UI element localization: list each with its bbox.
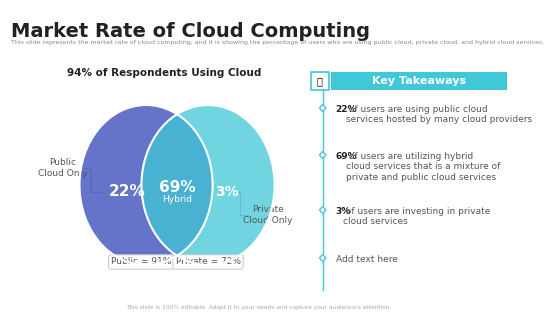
- Text: of users are investing in private
cloud services: of users are investing in private cloud …: [343, 207, 490, 226]
- Text: Public
Cloud Only: Public Cloud Only: [38, 158, 87, 178]
- Polygon shape: [319, 207, 326, 214]
- Text: Hybrid: Hybrid: [162, 196, 193, 204]
- Text: Private
Cloud Only: Private Cloud Only: [244, 205, 293, 225]
- Text: Key Takeaways: Key Takeaways: [372, 76, 466, 86]
- Text: of users are using public cloud
services hosted by many cloud providers: of users are using public cloud services…: [346, 105, 532, 124]
- Text: Public = 91%: Public = 91%: [111, 257, 171, 266]
- Text: 22%: 22%: [335, 105, 357, 114]
- FancyBboxPatch shape: [311, 72, 329, 90]
- Ellipse shape: [142, 105, 274, 265]
- Polygon shape: [319, 152, 326, 158]
- Text: 22%: 22%: [109, 185, 146, 199]
- Text: Market Rate of Cloud Computing: Market Rate of Cloud Computing: [11, 22, 370, 41]
- Text: 3%: 3%: [335, 207, 351, 216]
- Text: 69%: 69%: [335, 152, 357, 161]
- FancyBboxPatch shape: [331, 72, 507, 90]
- Text: 3%: 3%: [214, 185, 239, 199]
- Polygon shape: [319, 255, 326, 261]
- Text: This slide represents the market rate of cloud computing, and it is showing the : This slide represents the market rate of…: [11, 40, 544, 45]
- Text: 94% of Respondents Using Cloud: 94% of Respondents Using Cloud: [67, 68, 262, 78]
- Text: 69%: 69%: [159, 180, 196, 196]
- Text: This slide is 100% editable. Adapt it to your needs and capture your audience's : This slide is 100% editable. Adapt it to…: [126, 306, 391, 311]
- Ellipse shape: [80, 105, 213, 265]
- Polygon shape: [319, 105, 326, 112]
- Text: of users are utilizing hybrid
cloud services that is a mixture of
private and pu: of users are utilizing hybrid cloud serv…: [346, 152, 501, 182]
- Text: Add text here: Add text here: [335, 255, 398, 264]
- Text: Private = 72%: Private = 72%: [175, 257, 240, 266]
- Text: 📊: 📊: [317, 76, 323, 86]
